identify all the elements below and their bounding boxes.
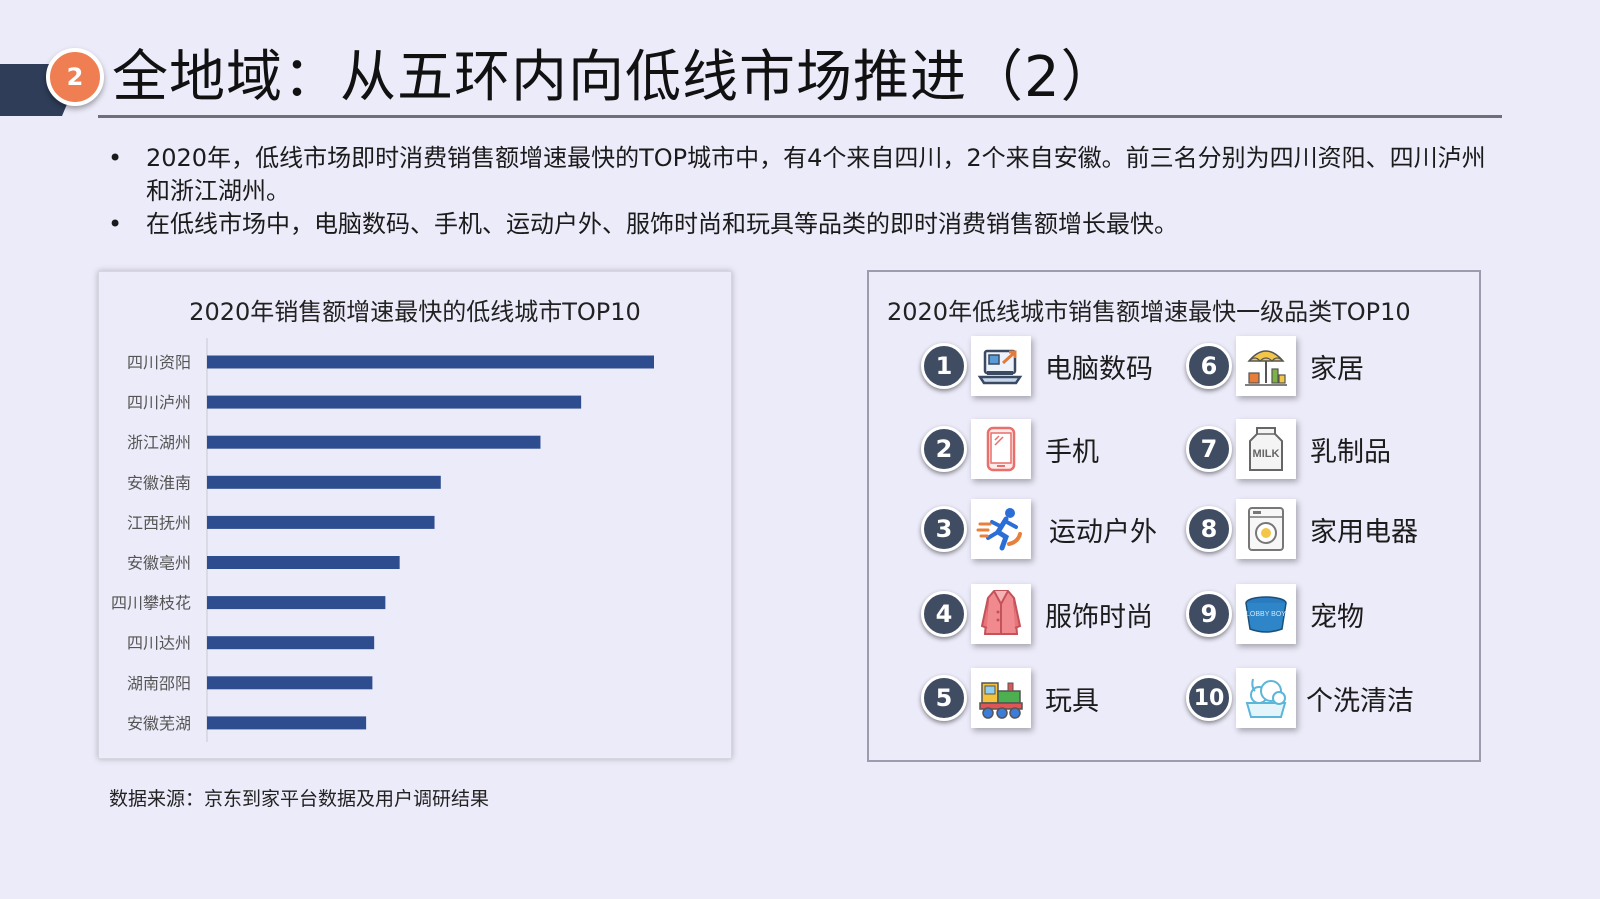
bar — [207, 395, 582, 409]
bullet-item: • 在低线市场中，电脑数码、手机、运动户外、服饰时尚和玩具等品类的即时消费销售额… — [108, 208, 1488, 241]
bar — [207, 596, 386, 610]
milk-label: MILK — [1253, 448, 1280, 460]
rank-badge: 1 — [921, 343, 967, 389]
category-item-9: 9 LOBBY BOY 宠物 — [1186, 584, 1364, 644]
pet-bowl-icon: LOBBY BOY — [1236, 584, 1296, 644]
rank-badge: 7 — [1186, 426, 1232, 472]
rank-badge: 6 — [1186, 343, 1232, 389]
category-label: 个洗清洁 — [1306, 685, 1414, 717]
bar — [207, 556, 400, 569]
category-label: 家用电器 — [1310, 516, 1418, 548]
category-tick-label: 四川泸州 — [127, 393, 191, 412]
toy-train-icon — [971, 668, 1031, 728]
city-chart-panel: 2020年销售额增速最快的低线城市TOP10 四川资阳四川泸州浙江湖州安徽淮南江… — [98, 271, 732, 759]
milk-icon: MILK — [1236, 419, 1296, 479]
category-panel-title: 2020年低线城市销售额增速最快一级品类TOP10 — [887, 298, 1411, 326]
bar — [207, 515, 435, 529]
category-label: 玩具 — [1045, 685, 1099, 717]
category-item-8: 8 家用电器 — [1186, 499, 1418, 559]
bar — [207, 716, 367, 730]
category-item-10: 10 个洗清洁 — [1186, 668, 1414, 728]
section-number-badge: 2 — [46, 48, 104, 106]
category-tick-label: 四川资阳 — [127, 353, 191, 372]
rank-badge: 2 — [921, 426, 967, 472]
category-tick-label: 浙江湖州 — [127, 433, 191, 452]
category-item-7: 7 MILK 乳制品 — [1186, 419, 1391, 479]
bullet-dot: • — [108, 144, 123, 172]
page-title: 全地域：从五环内向低线市场推进（2） — [112, 45, 1118, 110]
bar — [207, 676, 373, 690]
category-tick-label: 安徽亳州 — [127, 554, 191, 573]
bar — [207, 475, 441, 489]
rank-badge: 10 — [1186, 675, 1232, 721]
category-label: 宠物 — [1310, 601, 1364, 633]
category-label: 电脑数码 — [1045, 353, 1153, 385]
bar — [207, 435, 541, 449]
category-tick-label: 四川达州 — [127, 634, 191, 653]
category-label: 运动户外 — [1049, 516, 1157, 548]
city-bar-chart: 四川资阳四川泸州浙江湖州安徽淮南江西抚州安徽亳州四川攀枝花四川达州湖南邵阳安徽芜… — [111, 338, 654, 742]
rank-badge: 8 — [1186, 506, 1232, 552]
category-item-3: 3 运动户外 — [921, 499, 1157, 559]
coat-icon — [971, 584, 1031, 644]
umbrella-furniture-icon — [1236, 336, 1296, 396]
chart-title: 2020年销售额增速最快的低线城市TOP10 — [189, 298, 641, 326]
category-label: 乳制品 — [1310, 436, 1391, 468]
bath-bubbles-icon — [1236, 668, 1296, 728]
category-item-2: 2 手机 — [921, 419, 1099, 479]
bar — [207, 636, 375, 650]
runner-icon — [971, 499, 1031, 559]
bullet-dot: • — [108, 210, 123, 238]
phone-icon — [971, 419, 1031, 479]
category-tick-label: 安徽芜湖 — [127, 714, 191, 733]
rank-badge: 3 — [921, 506, 967, 552]
washing-machine-icon — [1236, 499, 1296, 559]
laptop-icon — [971, 336, 1031, 396]
title-divider — [98, 115, 1502, 118]
bullet-text: 2020年，低线市场即时消费销售额增速最快的TOP城市中，有4个来自四川，2个来… — [146, 144, 1486, 205]
bullet-item: • 2020年，低线市场即时消费销售额增速最快的TOP城市中，有4个来自四川，2… — [108, 142, 1488, 208]
bowl-label: LOBBY BOY — [1246, 611, 1286, 618]
category-tick-label: 江西抚州 — [127, 513, 191, 532]
category-label: 服饰时尚 — [1045, 601, 1153, 633]
category-item-5: 5 玩具 — [921, 668, 1099, 728]
data-source-note: 数据来源：京东到家平台数据及用户调研结果 — [109, 788, 490, 810]
category-label: 家居 — [1310, 353, 1364, 385]
bullet-text: 在低线市场中，电脑数码、手机、运动户外、服饰时尚和玩具等品类的即时消费销售额增长… — [146, 210, 1178, 238]
rank-badge: 4 — [921, 591, 967, 637]
bullet-list: • 2020年，低线市场即时消费销售额增速最快的TOP城市中，有4个来自四川，2… — [108, 142, 1488, 241]
category-item-6: 6 家居 — [1186, 336, 1364, 396]
category-item-1: 1 电脑数码 — [921, 336, 1153, 396]
category-label: 手机 — [1045, 436, 1099, 468]
rank-badge: 9 — [1186, 591, 1232, 637]
category-item-4: 4 服饰时尚 — [921, 584, 1153, 644]
category-tick-label: 安徽淮南 — [127, 473, 191, 492]
category-panel: 2020年低线城市销售额增速最快一级品类TOP10 1 电脑数码 2 — [867, 270, 1481, 762]
rank-badge: 5 — [921, 675, 967, 721]
category-tick-label: 湖南邵阳 — [127, 674, 191, 693]
category-tick-label: 四川攀枝花 — [111, 594, 191, 613]
bar — [207, 355, 654, 369]
